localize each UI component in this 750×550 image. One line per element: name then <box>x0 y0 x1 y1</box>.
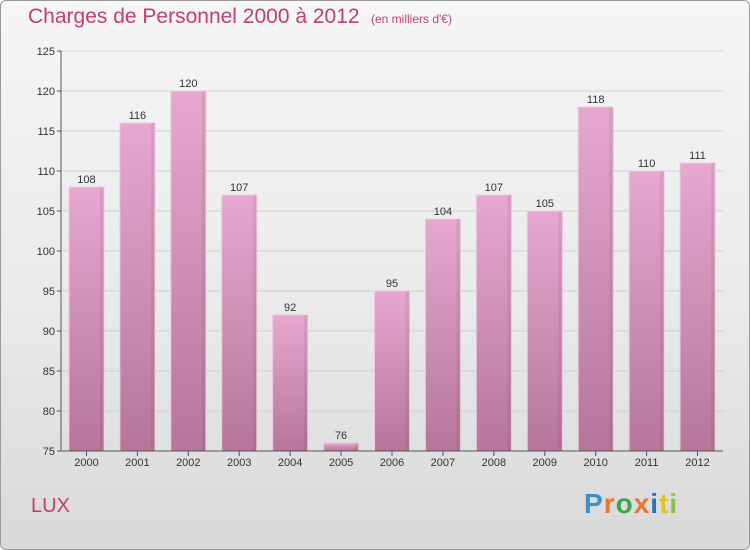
y-tick-label: 90 <box>43 326 55 338</box>
y-tick-label: 100 <box>37 246 55 258</box>
bar <box>68 186 105 452</box>
bar-shade <box>150 123 155 451</box>
bar-shade <box>609 107 614 451</box>
bar <box>323 442 360 452</box>
data-label: 120 <box>179 78 197 90</box>
data-label: 107 <box>230 182 248 194</box>
x-tick-label: 2007 <box>431 457 455 469</box>
axes <box>57 50 723 456</box>
logo-letter: x <box>633 488 651 519</box>
x-tick-label: 2000 <box>74 457 98 469</box>
bar <box>475 194 512 452</box>
logo-letter: o <box>615 488 634 519</box>
chart-subtitle: (en milliers d'€) <box>371 12 452 26</box>
x-tick-label: 2010 <box>583 457 607 469</box>
bar <box>119 122 156 452</box>
bar <box>526 210 563 452</box>
logo-letter: P <box>584 488 604 519</box>
y-tick-label: 75 <box>43 446 55 458</box>
data-label: 110 <box>638 158 656 170</box>
x-tick-label: 2011 <box>635 457 659 469</box>
bar <box>374 290 410 452</box>
x-tick-label: 2001 <box>125 457 149 469</box>
logo-letter: t <box>659 488 670 519</box>
chart-title: Charges de Personnel 2000 à 2012 <box>28 5 360 28</box>
y-tick-label: 115 <box>37 126 55 138</box>
bar-shade <box>252 195 257 451</box>
logo-letter: i <box>650 488 660 519</box>
x-tick-label: 2003 <box>227 457 251 469</box>
bar-shade <box>456 219 461 451</box>
bar <box>221 194 258 452</box>
y-tick-label: 125 <box>37 46 55 58</box>
proxiti-logo[interactable]: Proxiti <box>584 488 678 520</box>
x-tick-label: 2005 <box>329 457 353 469</box>
x-tick-label: 2008 <box>482 457 506 469</box>
data-label: 76 <box>335 430 347 442</box>
bar-shade <box>201 91 206 451</box>
bar <box>577 106 614 452</box>
y-tick-label: 85 <box>43 366 55 378</box>
data-label: 95 <box>386 278 398 290</box>
bar-shade <box>507 195 512 451</box>
bar <box>170 90 207 452</box>
data-label: 118 <box>587 94 605 106</box>
y-tick-label: 120 <box>37 86 55 98</box>
bar-shade <box>405 291 410 451</box>
location-label: LUX <box>31 495 70 517</box>
x-tick-label: 2002 <box>176 457 200 469</box>
x-tick-label: 2009 <box>533 457 557 469</box>
data-label: 107 <box>485 182 503 194</box>
labels: 75 80 85 90 95 100 105 110 115 120 125 108 2000 116 20… <box>37 46 710 469</box>
bar-shade <box>558 211 563 451</box>
bar <box>628 170 665 452</box>
data-label: 92 <box>284 302 296 314</box>
bar-shade <box>303 315 308 451</box>
data-label: 111 <box>689 150 706 162</box>
bar-shade <box>354 443 359 451</box>
y-tick-label: 80 <box>43 406 55 418</box>
y-tick-label: 110 <box>37 166 55 178</box>
bar <box>424 218 461 452</box>
logo-letter: r <box>603 488 616 519</box>
x-tick-label: 2012 <box>685 457 709 469</box>
y-tick-label: 105 <box>37 206 55 218</box>
data-label: 104 <box>434 206 452 218</box>
data-label: 105 <box>536 198 554 210</box>
y-tick-label: 95 <box>43 286 55 298</box>
bar <box>272 314 309 452</box>
logo-letter: i <box>669 488 679 519</box>
bar-shade <box>711 163 716 451</box>
bar-shade <box>99 187 104 451</box>
x-tick-label: 2004 <box>278 457 302 469</box>
data-label: 108 <box>77 174 95 186</box>
bars <box>68 90 716 452</box>
bar-shade <box>660 171 665 451</box>
bar <box>679 162 716 452</box>
x-tick-label: 2006 <box>380 457 404 469</box>
data-label: 116 <box>129 110 147 122</box>
